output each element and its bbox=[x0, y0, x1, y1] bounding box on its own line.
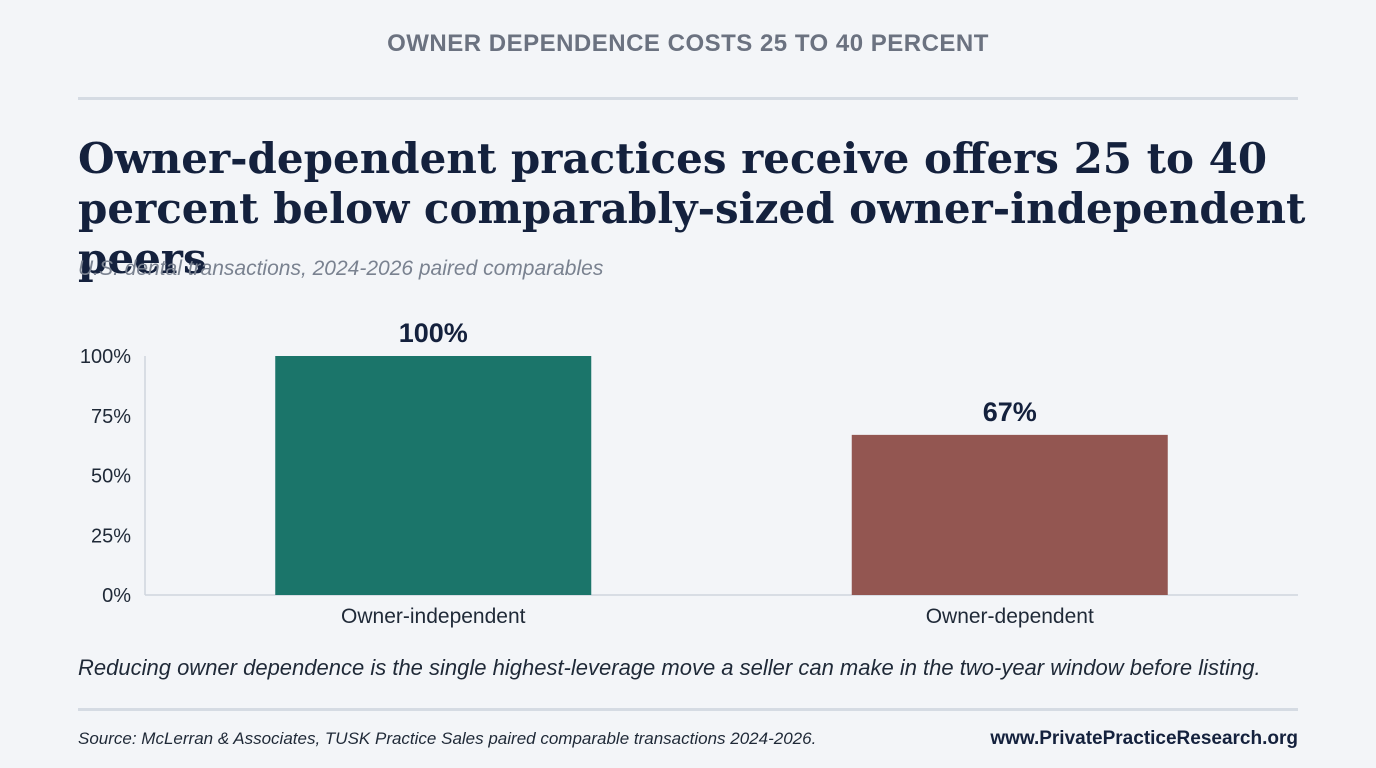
top-divider bbox=[78, 97, 1298, 100]
kicker-title: OWNER DEPENDENCE COSTS 25 TO 40 PERCENT bbox=[387, 30, 989, 57]
website-link[interactable]: www.PrivatePracticeResearch.org bbox=[990, 728, 1298, 749]
takeaway-text: Reducing owner dependence is the single … bbox=[78, 655, 1261, 680]
bar-data-label: 100% bbox=[399, 318, 468, 348]
y-tick-label: 50% bbox=[91, 466, 131, 488]
bar-owner-independent bbox=[275, 356, 592, 595]
y-tick-label: 100% bbox=[80, 346, 131, 368]
bar-owner-dependent bbox=[851, 434, 1168, 595]
x-tick-label: Owner-dependent bbox=[926, 605, 1094, 628]
y-tick-label: 25% bbox=[91, 525, 131, 547]
y-tick-label: 0% bbox=[102, 585, 131, 607]
subtitle: U.S. dental transactions, 2024-2026 pair… bbox=[78, 257, 604, 280]
x-tick-label: Owner-independent bbox=[341, 605, 526, 628]
source-note: Source: McLerran & Associates, TUSK Prac… bbox=[78, 729, 817, 748]
headline: Owner-dependent practices receive offers… bbox=[78, 134, 1306, 283]
bottom-divider bbox=[78, 708, 1298, 711]
y-tick-label: 75% bbox=[91, 406, 131, 428]
bar-data-label: 67% bbox=[983, 397, 1037, 427]
bar-chart: 0% 25% 50% 75% 100% 100% Owner-independent 67% O… bbox=[80, 318, 1298, 628]
